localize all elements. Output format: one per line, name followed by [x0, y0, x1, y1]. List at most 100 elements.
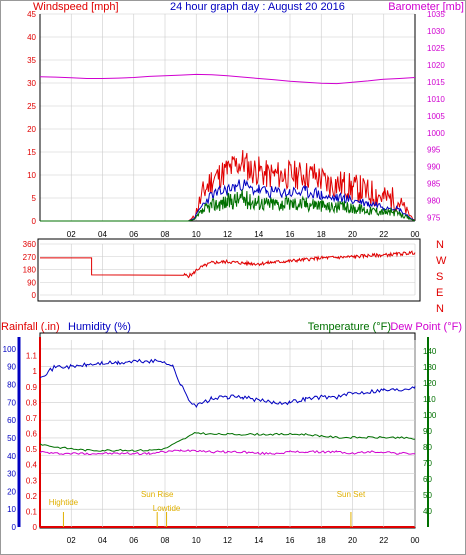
- barometer-tick-label: 1005: [427, 112, 445, 121]
- windspeed-tick-label: 15: [27, 148, 36, 157]
- barometer-tick-label: 1020: [427, 61, 445, 70]
- x-tick-label: 08: [161, 230, 170, 239]
- dewpoint-line: [39, 449, 416, 456]
- barometer-line: [39, 73, 416, 85]
- dewpoint-axis-title: Dew Point (°F): [390, 321, 462, 333]
- barometer-tick-label: 980: [427, 197, 441, 206]
- rainfall-tick-label: 1.1: [26, 352, 38, 361]
- wind-barometer-panel: 0510152025303540459759809859909951000100…: [27, 10, 445, 239]
- rainfall-tick-label: 0.9: [26, 383, 38, 392]
- direction-tick-label: 270: [23, 253, 37, 262]
- x-tick-label: 12: [223, 536, 232, 545]
- x-tick-label: 10: [192, 536, 201, 545]
- humidity-tick-label: 50: [7, 434, 16, 443]
- barometer-tick-label: 1015: [427, 78, 445, 87]
- humidity-line: [39, 358, 416, 409]
- humidity-tick-label: 40: [7, 452, 16, 461]
- windspeed-tick-label: 20: [27, 125, 36, 134]
- rainfall-axis-title: Rainfall (.in): [1, 321, 60, 333]
- event-label: Sun Rise: [141, 490, 174, 499]
- x-tick-label: 04: [98, 536, 107, 545]
- barometer-tick-label: 995: [427, 146, 441, 155]
- rainfall-tick-label: 1: [33, 367, 38, 376]
- barometer-tick-label: 1025: [427, 44, 445, 53]
- barometer-axis-title: Barometer [mb]: [388, 1, 464, 13]
- x-tick-label: 10: [192, 230, 201, 239]
- x-tick-label: 20: [348, 536, 357, 545]
- event-label: Lowtide: [153, 504, 181, 513]
- x-tick-label: 06: [129, 230, 138, 239]
- barometer-tick-label: 1035: [427, 10, 445, 19]
- compass-label: W: [436, 255, 447, 267]
- temperature-tick-label: 120: [423, 379, 437, 388]
- x-tick-label: 04: [98, 230, 107, 239]
- windspeed-tick-label: 25: [27, 102, 36, 111]
- temperature-tick-label: 110: [423, 395, 436, 404]
- event-label: Hightide: [49, 498, 79, 507]
- x-tick-label: 14: [254, 536, 263, 545]
- humidity-tick-label: 60: [7, 416, 16, 425]
- rainfall-tick-label: 0.8: [26, 398, 38, 407]
- direction-tick-label: 0: [32, 291, 37, 300]
- barometer-tick-label: 985: [427, 180, 441, 189]
- temperature-axis-title: Temperature (°F): [308, 321, 391, 333]
- x-tick-label: 00: [411, 536, 420, 545]
- barometer-tick-label: 1000: [427, 129, 445, 138]
- temperature-line: [39, 432, 416, 452]
- barometer-tick-label: 990: [427, 163, 441, 172]
- compass-label: N: [436, 239, 444, 251]
- x-tick-label: 20: [348, 230, 357, 239]
- x-tick-label: 16: [286, 230, 295, 239]
- humidity-tick-label: 10: [7, 505, 16, 514]
- windspeed-tick-label: 40: [27, 33, 36, 42]
- windspeed-tick-label: 35: [27, 56, 36, 65]
- rainfall-tick-label: 0.6: [26, 430, 38, 439]
- barometer-tick-label: 1030: [427, 27, 445, 36]
- direction-tick-label: 180: [23, 266, 37, 275]
- rainfall-tick-label: 0: [33, 523, 38, 532]
- windspeed-tick-label: 30: [27, 79, 36, 88]
- x-tick-label: 02: [67, 230, 76, 239]
- rainfall-tick-label: 0.7: [26, 414, 38, 423]
- windspeed-tick-label: 10: [27, 171, 36, 180]
- humidity-temperature-panel: 010203040506070809010000.10.20.30.40.50.…: [3, 332, 437, 545]
- compass-label: N: [436, 303, 444, 315]
- direction-tick-label: 360: [23, 240, 37, 249]
- x-tick-label: 02: [67, 536, 76, 545]
- humidity-tick-label: 100: [3, 345, 17, 354]
- humidity-axis-title: Humidity (%): [68, 321, 131, 333]
- humidity-tick-label: 0: [12, 523, 17, 532]
- rainfall-tick-label: 0.3: [26, 476, 38, 485]
- wind-direction-line: [40, 250, 416, 279]
- humidity-tick-label: 90: [7, 363, 16, 372]
- humidity-tick-label: 70: [7, 398, 16, 407]
- windspeed-tick-label: 45: [27, 10, 36, 19]
- x-tick-label: 06: [129, 536, 138, 545]
- x-tick-label: 18: [317, 230, 326, 239]
- temperature-tick-label: 130: [423, 363, 437, 372]
- barometer-tick-label: 975: [427, 214, 441, 223]
- windspeed-lull-line: [40, 189, 416, 222]
- rainfall-tick-label: 0.2: [26, 492, 38, 501]
- direction-frame: [37, 238, 421, 302]
- temperature-tick-label: 100: [423, 411, 437, 420]
- graph-title: 24 hour graph day : August 20 2016: [170, 1, 345, 13]
- rainfall-tick-label: 0.1: [26, 507, 38, 516]
- humidity-tick-label: 80: [7, 381, 16, 390]
- humidity-tick-label: 20: [7, 487, 16, 496]
- x-tick-label: 18: [317, 536, 326, 545]
- x-tick-label: 08: [161, 536, 170, 545]
- x-tick-label: 12: [223, 230, 232, 239]
- x-tick-label: 22: [379, 536, 388, 545]
- barometer-tick-label: 1010: [427, 95, 445, 104]
- rainfall-tick-label: 0.4: [26, 461, 38, 470]
- event-label: Sun Set: [337, 490, 366, 499]
- x-tick-label: 00: [411, 230, 420, 239]
- x-tick-label: 14: [254, 230, 263, 239]
- rainfall-tick-label: 0.5: [26, 445, 38, 454]
- x-tick-label: 16: [286, 536, 295, 545]
- windspeed-axis-title: Windspeed [mph]: [33, 1, 119, 13]
- windspeed-tick-label: 5: [32, 194, 37, 203]
